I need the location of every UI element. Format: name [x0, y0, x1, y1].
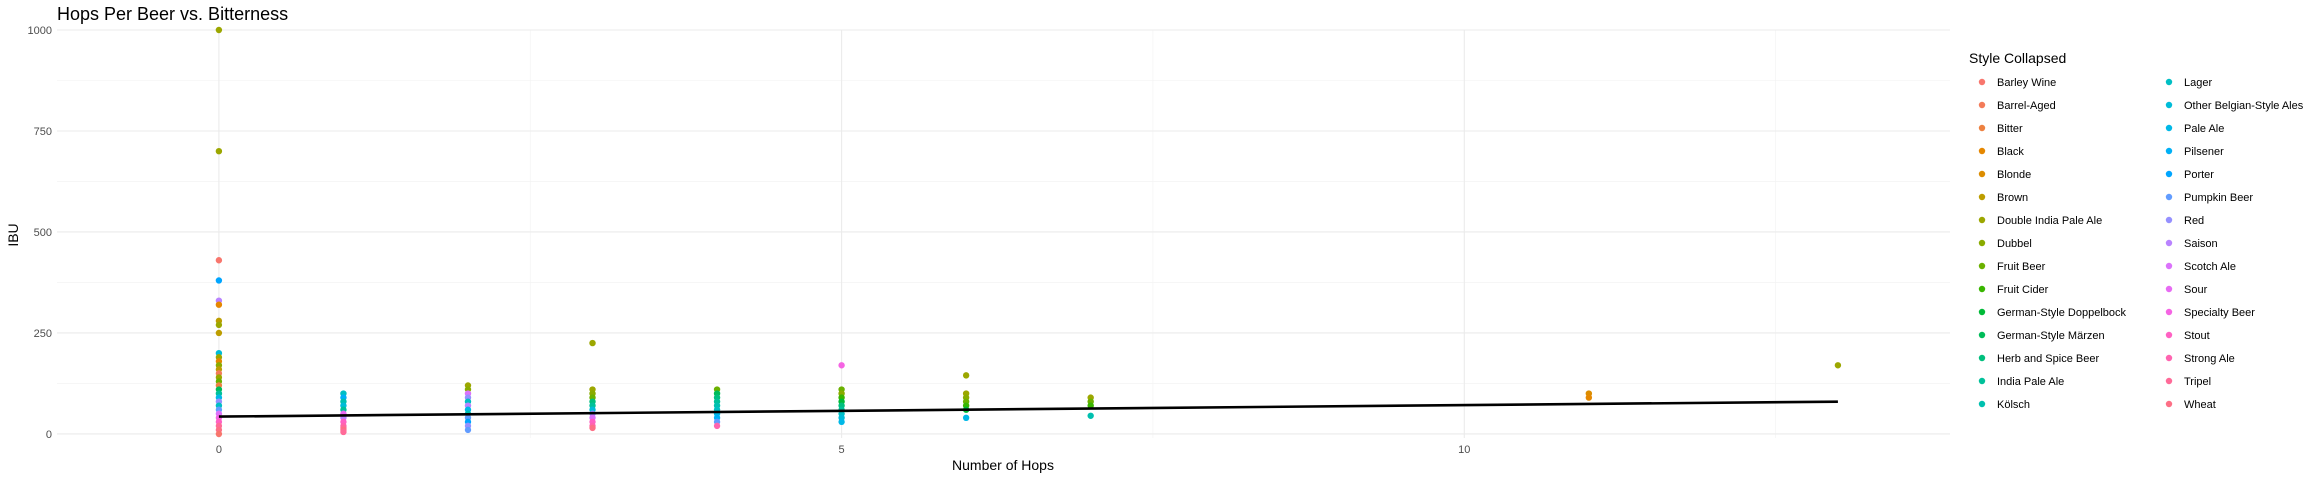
legend-label: Brown	[1997, 192, 2028, 204]
y-tick-label: 250	[34, 328, 52, 340]
data-point	[838, 418, 845, 426]
legend-label: Barley Wine	[1997, 77, 2056, 89]
legend-label: Sour	[2184, 284, 2208, 296]
legend-key	[2165, 400, 2173, 408]
data-point	[215, 321, 223, 329]
y-tick-label: 1000	[28, 25, 52, 37]
legend-label: Other Belgian-Style Ales	[2184, 100, 2304, 112]
legend-label: Barrel-Aged	[1997, 100, 2056, 112]
legend-label: Bitter	[1997, 123, 2023, 135]
legend-label: Porter	[2184, 169, 2214, 181]
data-point	[215, 147, 223, 155]
legend: Style Collapsed Barley Wine Barrel-Aged Bi…	[1969, 50, 2304, 411]
legend-key	[1978, 239, 1986, 247]
legend-key	[1978, 193, 1986, 201]
data-point	[1834, 362, 1842, 369]
legend-label: German-Style Märzen	[1997, 330, 2105, 342]
legend-key	[1978, 147, 1986, 155]
data-point	[838, 362, 845, 369]
legend-key	[1978, 331, 1986, 339]
legend-label: Blonde	[1997, 169, 2031, 181]
y-tick-label: 500	[34, 227, 52, 239]
legend-key	[1978, 170, 1986, 178]
legend-key	[2165, 239, 2173, 247]
data-point	[589, 424, 596, 432]
legend-label: Pilsener	[2184, 146, 2224, 158]
data-point	[340, 428, 347, 436]
x-axis-title: Number of Hops	[952, 457, 1054, 473]
legend-label: Tripel	[2184, 376, 2211, 388]
legend-key	[1978, 262, 1986, 270]
data-point	[713, 422, 721, 430]
legend-key	[1978, 308, 1986, 316]
legend-key	[2165, 101, 2173, 109]
legend-label: Fruit Beer	[1997, 261, 2046, 273]
legend-label: India Pale Ale	[1997, 376, 2064, 388]
data-point	[589, 339, 596, 347]
legend-key	[1978, 285, 1986, 293]
legend-key	[2165, 193, 2173, 201]
legend-key	[2165, 377, 2173, 385]
legend-label: Specialty Beer	[2184, 307, 2255, 319]
legend-label: Saison	[2184, 238, 2218, 250]
legend-key	[2165, 216, 2173, 224]
legend-key	[2165, 78, 2173, 86]
legend-key	[1978, 354, 1986, 362]
x-tick-label: 10	[1458, 444, 1470, 456]
data-point	[215, 430, 223, 438]
y-axis-title: IBU	[5, 223, 21, 246]
trend-line-group	[218, 400, 1838, 418]
legend-label: Pale Ale	[2184, 123, 2224, 135]
legend-label: Fruit Cider	[1997, 284, 2049, 296]
legend-label: Double India Pale Ale	[1997, 215, 2102, 227]
legend-key	[2165, 124, 2173, 132]
data-point	[464, 426, 472, 434]
y-tick-label: 0	[46, 429, 52, 441]
legend-label: Scotch Ale	[2184, 261, 2236, 273]
legend-label: Wheat	[2184, 399, 2216, 411]
legend-label: Lager	[2184, 77, 2212, 89]
legend-key	[1978, 101, 1986, 109]
data-point	[1585, 394, 1593, 401]
data-point	[215, 26, 223, 34]
trend-line	[218, 400, 1838, 418]
legend-key	[1978, 216, 1986, 224]
legend-key	[1978, 78, 1986, 86]
legend-label: Red	[2184, 215, 2204, 227]
legend-key	[2165, 262, 2173, 270]
legend-title: Style Collapsed	[1969, 50, 2066, 66]
legend-label: Stout	[2184, 330, 2210, 342]
legend-key	[2165, 354, 2173, 362]
legend-label: Kölsch	[1997, 399, 2030, 411]
grid	[57, 29, 1950, 438]
data-point	[962, 414, 970, 422]
legend-label: Black	[1997, 146, 2024, 158]
legend-key	[1978, 124, 1986, 132]
data-point	[215, 257, 223, 264]
data-point	[1087, 412, 1094, 419]
legend-key	[2165, 331, 2173, 339]
y-tick-label: 750	[34, 126, 52, 138]
data-point	[215, 277, 223, 284]
legend-key	[2165, 285, 2173, 293]
chart-title: Hops Per Beer vs. Bitterness	[57, 4, 288, 24]
data-point	[215, 301, 223, 308]
axes: 0 5 10 0 250 500 750 1000	[28, 25, 1471, 456]
legend-label: German-Style Doppelbock	[1997, 307, 2127, 319]
legend-label: Strong Ale	[2184, 353, 2235, 365]
data-point	[962, 372, 970, 379]
legend-key	[2165, 147, 2173, 155]
legend-label: Herb and Spice Beer	[1997, 353, 2099, 365]
data-point	[215, 329, 223, 337]
legend-key	[1978, 400, 1986, 408]
legend-key	[2165, 170, 2173, 178]
x-tick-label: 0	[216, 444, 222, 456]
legend-label: Pumpkin Beer	[2184, 192, 2253, 204]
legend-label: Dubbel	[1997, 238, 2032, 250]
legend-key	[1978, 377, 1986, 385]
legend-key	[2165, 308, 2173, 316]
x-tick-label: 5	[839, 444, 845, 456]
